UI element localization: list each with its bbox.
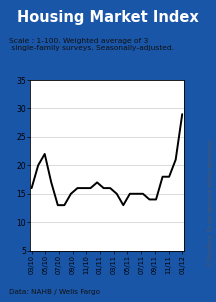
Text: Scale : 1-100. Weighted average of 3
 single-family surveys. Seasonally-adjusted: Scale : 1-100. Weighted average of 3 sin…: [9, 38, 174, 51]
Text: ©ChartForce  Do not reproduce without permission.: ©ChartForce Do not reproduce without per…: [207, 138, 213, 266]
Text: Housing Market Index: Housing Market Index: [17, 10, 199, 25]
Text: Data: NAHB / Wells Fargo: Data: NAHB / Wells Fargo: [9, 289, 100, 295]
